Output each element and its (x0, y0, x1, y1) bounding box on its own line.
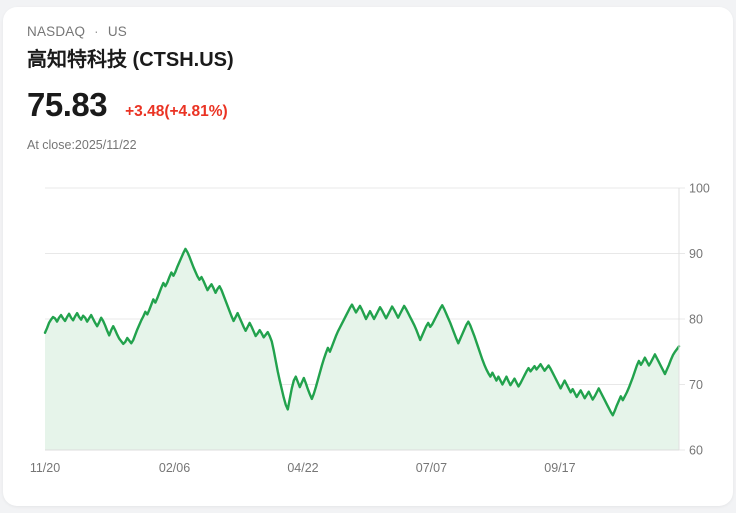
separator-dot: · (94, 24, 99, 39)
y-axis-tick-label: 100 (689, 182, 710, 196)
market-status: At close:2025/11/22 (27, 138, 137, 152)
x-axis-tick-label: 04/22 (287, 461, 318, 475)
area-fill (45, 248, 679, 450)
x-axis-tick-label: 02/06 (159, 461, 190, 475)
x-axis-tick-label: 11/20 (30, 461, 60, 475)
chart-line (43, 247, 681, 417)
y-axis-labels: 100 90 80 70 60 (689, 182, 710, 458)
x-axis-labels: 11/20 02/06 04/22 07/07 09/17 (30, 461, 576, 475)
y-axis-tick-label: 90 (689, 247, 703, 261)
x-axis-tick-label: 07/07 (416, 461, 447, 475)
price-row: 75.83 +3.48(+4.81%) (27, 86, 709, 124)
y-axis-tick-label: 60 (689, 444, 703, 458)
page-title: 高知特科技 (CTSH.US) (27, 49, 234, 71)
stock-quote-card: NASDAQ · US 高知特科技 (CTSH.US) 75.83 +3.48(… (3, 7, 733, 506)
y-axis-tick-label: 70 (689, 378, 703, 392)
price-chart[interactable]: 100 90 80 70 60 11/20 02/06 04/22 07/07 09/17 (3, 172, 733, 482)
price-chart-svg[interactable]: 100 90 80 70 60 11/20 02/06 04/22 07/07 09/17 (3, 172, 733, 482)
price-change: +3.48(+4.81%) (125, 103, 228, 120)
price-line (43, 247, 681, 417)
y-axis-tick-label: 80 (689, 313, 703, 327)
quote-header: NASDAQ · US 高知特科技 (CTSH.US) 75.83 +3.48(… (27, 23, 709, 153)
region-label: US (107, 24, 127, 39)
exchange-name: NASDAQ (27, 24, 86, 39)
chart-area-fill (45, 248, 679, 450)
exchange-line: NASDAQ · US (27, 23, 709, 41)
current-price: 75.83 (27, 86, 108, 123)
x-axis-tick-label: 09/17 (544, 461, 575, 475)
chart-axis-frame (45, 188, 680, 451)
